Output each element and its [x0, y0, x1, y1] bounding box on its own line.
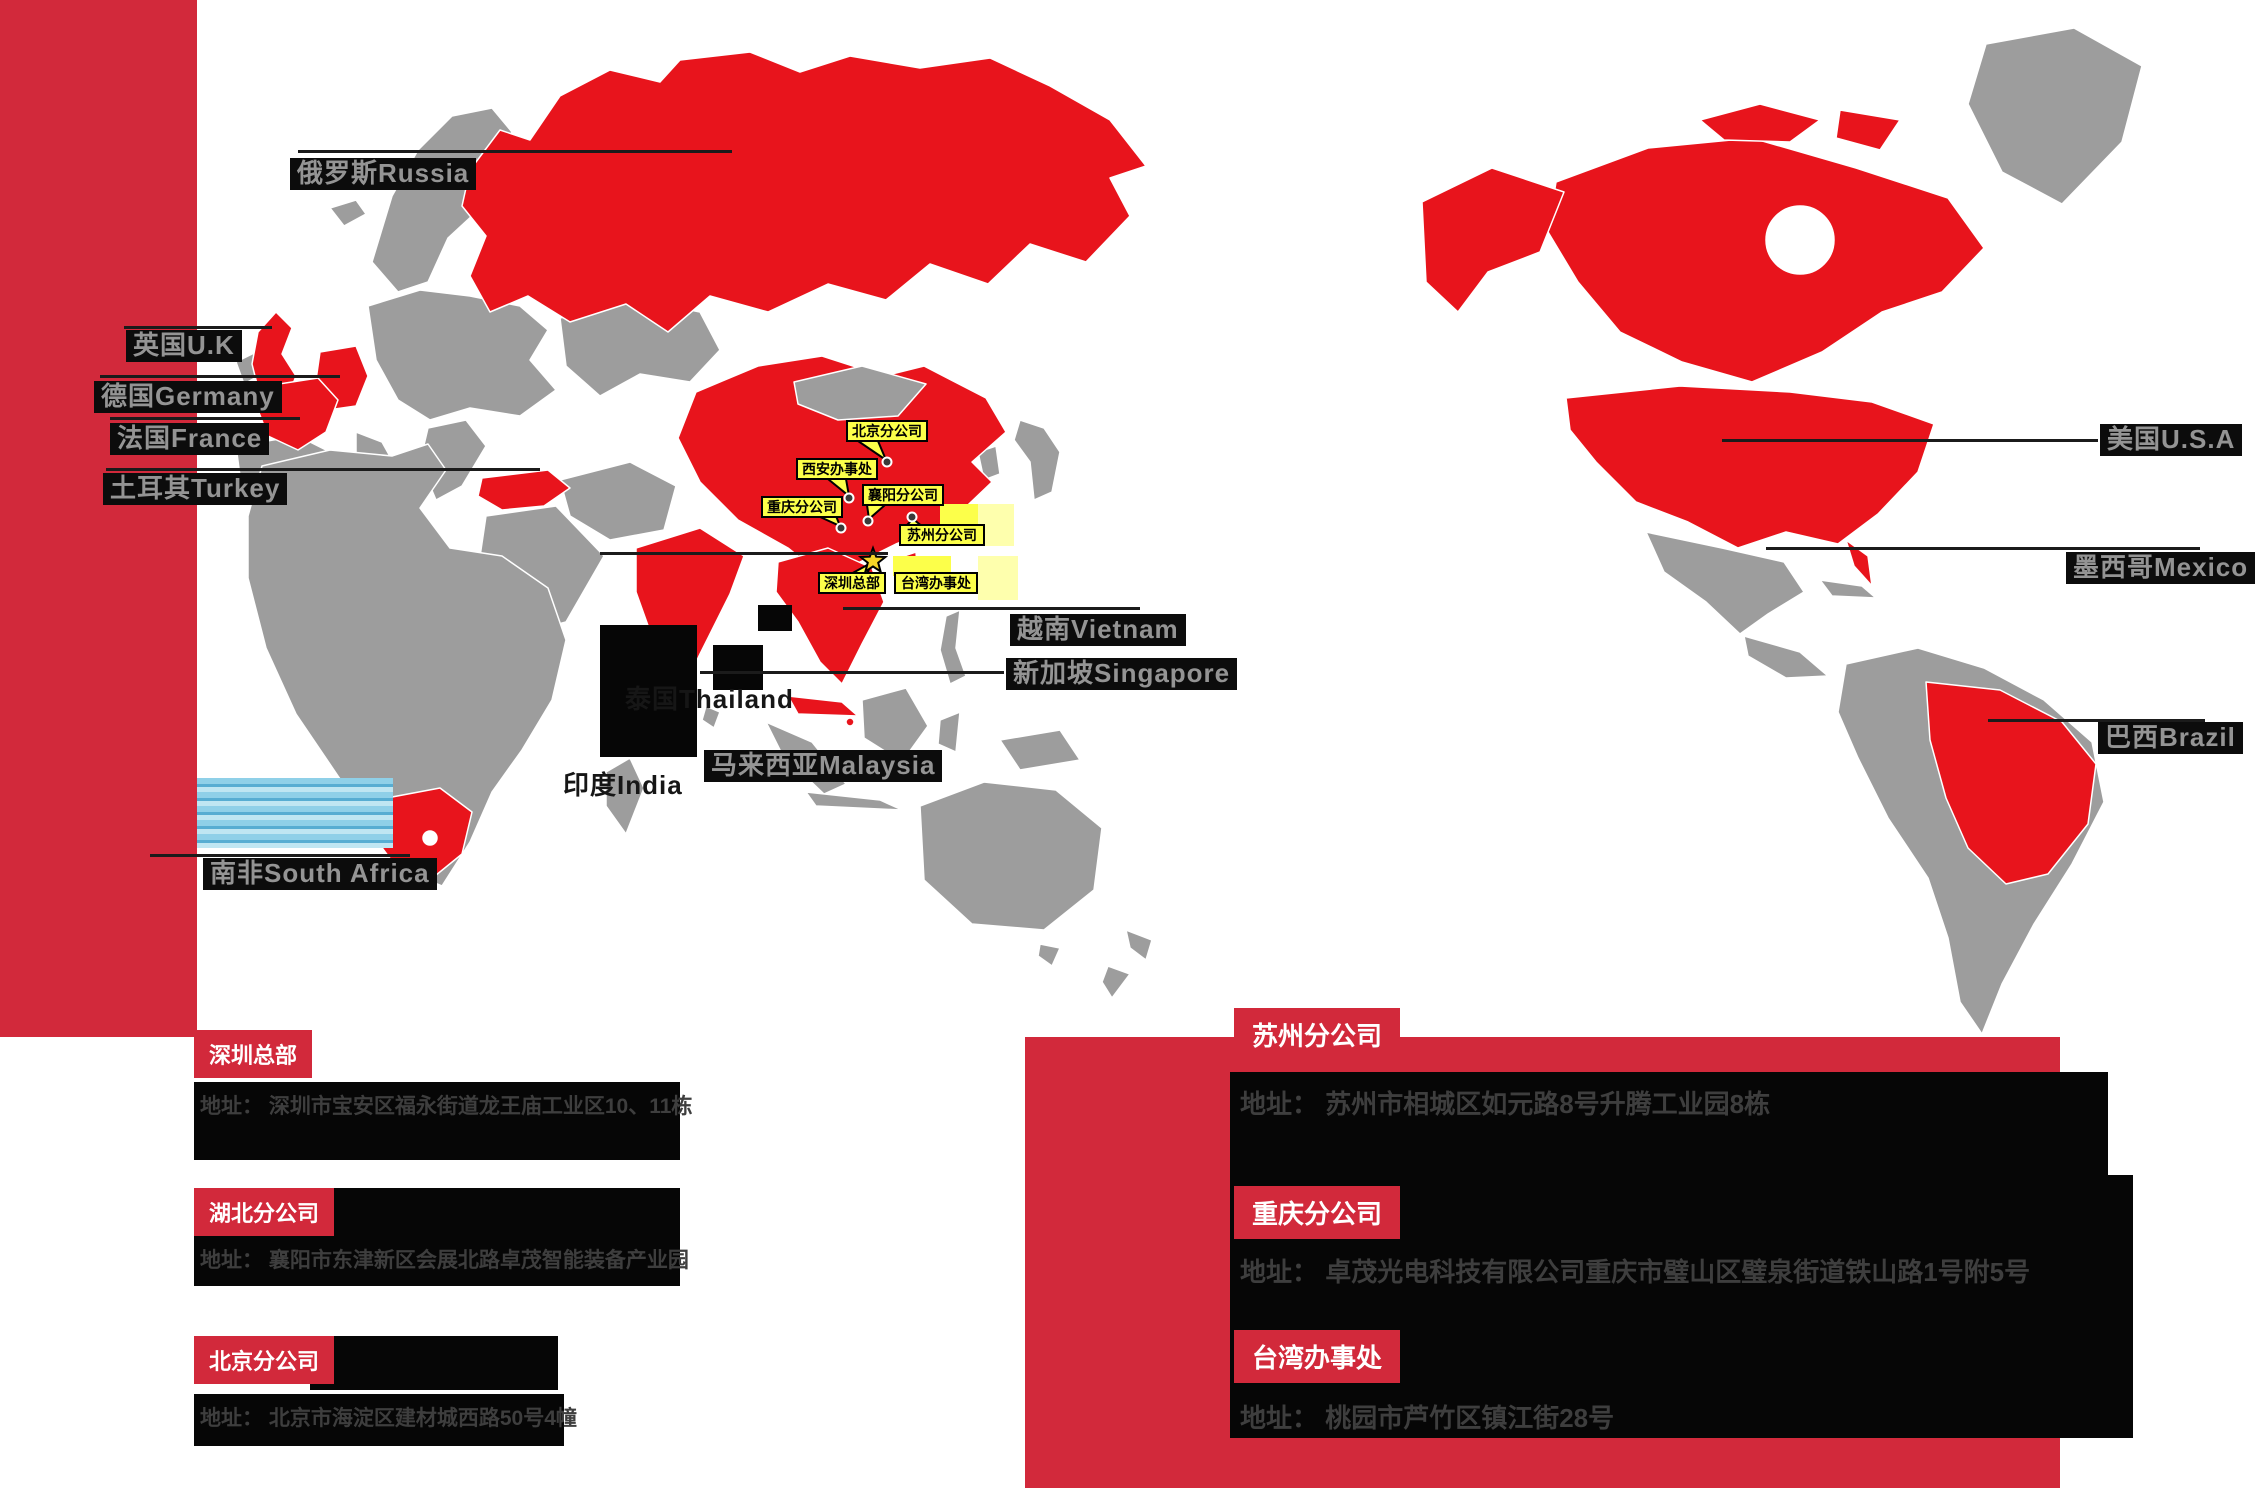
country-label-singapore: 新加坡Singapore [1006, 658, 1238, 690]
leader-line-india [600, 552, 888, 555]
country-label-south-africa: 南非South Africa [203, 858, 437, 890]
yellow-patch [978, 556, 1018, 600]
address-chongqing: 地址： 卓茂光电科技有限公司重庆市璧山区璧泉街道铁山路1号附5号 [1240, 1257, 2031, 1287]
country-madagascar [605, 757, 645, 835]
dot-marker-chongqing-branch [835, 522, 847, 534]
left-accent-bar [0, 0, 197, 1037]
address-taiwan: 地址： 桃园市芦竹区镇江街28号 [1240, 1403, 1615, 1433]
region-alaska [1421, 167, 1565, 313]
country-label-germany: 德国Germany [94, 381, 282, 413]
country-indonesia-java [805, 791, 903, 811]
country-label-thailand: 泰国Thailand [625, 684, 794, 714]
country-canada [1547, 137, 1985, 383]
tag-suzhou-branch: 苏州分公司 [1234, 1008, 1401, 1061]
leader-line-usa [1722, 439, 2098, 442]
leader-line-france [110, 417, 300, 420]
address-beijing: 地址： 北京市海淀区建材城西路50号4幢 [200, 1407, 577, 1430]
address-shenzhen: 地址： 深圳市宝安区福永街道龙王庙工业区10、11栋 [200, 1095, 693, 1118]
country-usa [1565, 385, 1935, 549]
leader-line-turkey [106, 468, 540, 471]
country-sri-lanka [701, 705, 721, 729]
address-block [1230, 1072, 2108, 1175]
country-label-india: 印度India [563, 770, 683, 800]
country-label-turkey: 土耳其Turkey [103, 473, 288, 505]
callout-taiwan-office: 台湾办事处 [894, 572, 978, 594]
dot-marker-beijing-branch [881, 456, 893, 468]
country-korea [977, 445, 1001, 481]
tag-hubei-branch: 湖北分公司 [194, 1188, 335, 1236]
blue-highlight-band [197, 778, 393, 848]
country-malaysia [787, 695, 859, 717]
country-tasmania [1037, 943, 1061, 967]
country-label-uk: 英国U.K [126, 330, 242, 362]
artifact-rect [600, 625, 697, 757]
address-hubei: 地址： 襄阳市东津新区会展北路卓茂智能装备产业园 [200, 1249, 689, 1272]
continent-africa [247, 443, 567, 887]
country-mexico [1645, 531, 1805, 635]
callout-shenzhen-hq: 深圳总部 [818, 572, 886, 594]
artifact-rect [713, 645, 763, 690]
leader-line-russia [298, 150, 732, 153]
callout-xian-office: 西安办事处 [796, 458, 878, 480]
leader-line-uk [124, 326, 272, 329]
country-label-mexico: 墨西哥Mexico [2066, 552, 2256, 584]
leader-line-south-africa [150, 854, 410, 857]
callout-beijing-branch: 北京分公司 [846, 420, 928, 442]
hudson-bay [1765, 205, 1835, 275]
country-lesotho [422, 830, 438, 846]
country-brazil [1925, 681, 2097, 885]
leader-line-germany [100, 375, 340, 378]
country-philippines [939, 609, 967, 685]
leader-line-singapore [700, 671, 1004, 674]
tag-chongqing-branch: 重庆分公司 [1234, 1186, 1401, 1239]
tag-beijing-branch: 北京分公司 [194, 1336, 335, 1384]
region-east-europe [367, 289, 557, 421]
country-indonesia-borneo [861, 687, 929, 763]
country-singapore [845, 717, 855, 727]
dot-marker-suzhou-branch [906, 511, 918, 523]
tag-shenzhen-hq: 深圳总部 [194, 1030, 313, 1078]
yellow-patch [893, 556, 951, 576]
country-russia [461, 51, 1147, 333]
country-label-brazil: 巴西Brazil [2098, 722, 2243, 754]
address-block [194, 1082, 680, 1160]
country-greenland [1967, 27, 2143, 205]
callout-xiangyang-branch: 襄阳分公司 [862, 484, 944, 506]
country-new-guinea [999, 729, 1081, 771]
leader-line-vietnam [843, 607, 1140, 610]
country-label-france: 法国France [110, 423, 270, 455]
region-central-america [1743, 635, 1829, 679]
leader-line-brazil [1988, 719, 2205, 722]
country-new-zealand [1101, 929, 1153, 999]
address-block [310, 1336, 558, 1390]
tag-taiwan-office: 台湾办事处 [1234, 1330, 1401, 1383]
country-japan [1013, 419, 1061, 501]
country-mongolia [793, 365, 927, 421]
country-iceland [329, 199, 367, 227]
country-turkey [477, 469, 571, 511]
dot-marker-xiangyang-branch [862, 515, 874, 527]
country-australia [919, 781, 1103, 931]
country-cuba [1819, 579, 1877, 599]
callout-suzhou-branch: 苏州分公司 [899, 524, 985, 546]
leader-line-mexico [1766, 547, 2200, 550]
star-marker-shenzhen-hq [857, 545, 889, 574]
address-block [194, 1394, 564, 1446]
artifact-rect [758, 605, 792, 631]
region-iran [559, 461, 677, 541]
country-label-russia: 俄罗斯Russia [290, 158, 477, 190]
country-indonesia-sulawesi [937, 711, 961, 753]
region-florida [1845, 539, 1873, 587]
country-label-vietnam: 越南Vietnam [1010, 614, 1186, 646]
region-arctic-islands [1699, 103, 1901, 151]
address-suzhou: 地址： 苏州市相城区如元路8号升腾工业园8栋 [1240, 1089, 1771, 1119]
callout-chongqing-branch: 重庆分公司 [761, 496, 843, 518]
dot-marker-xian-office [843, 492, 855, 504]
country-label-malaysia: 马来西亚Malaysia [704, 750, 943, 782]
country-label-usa: 美国U.S.A [2100, 424, 2243, 456]
